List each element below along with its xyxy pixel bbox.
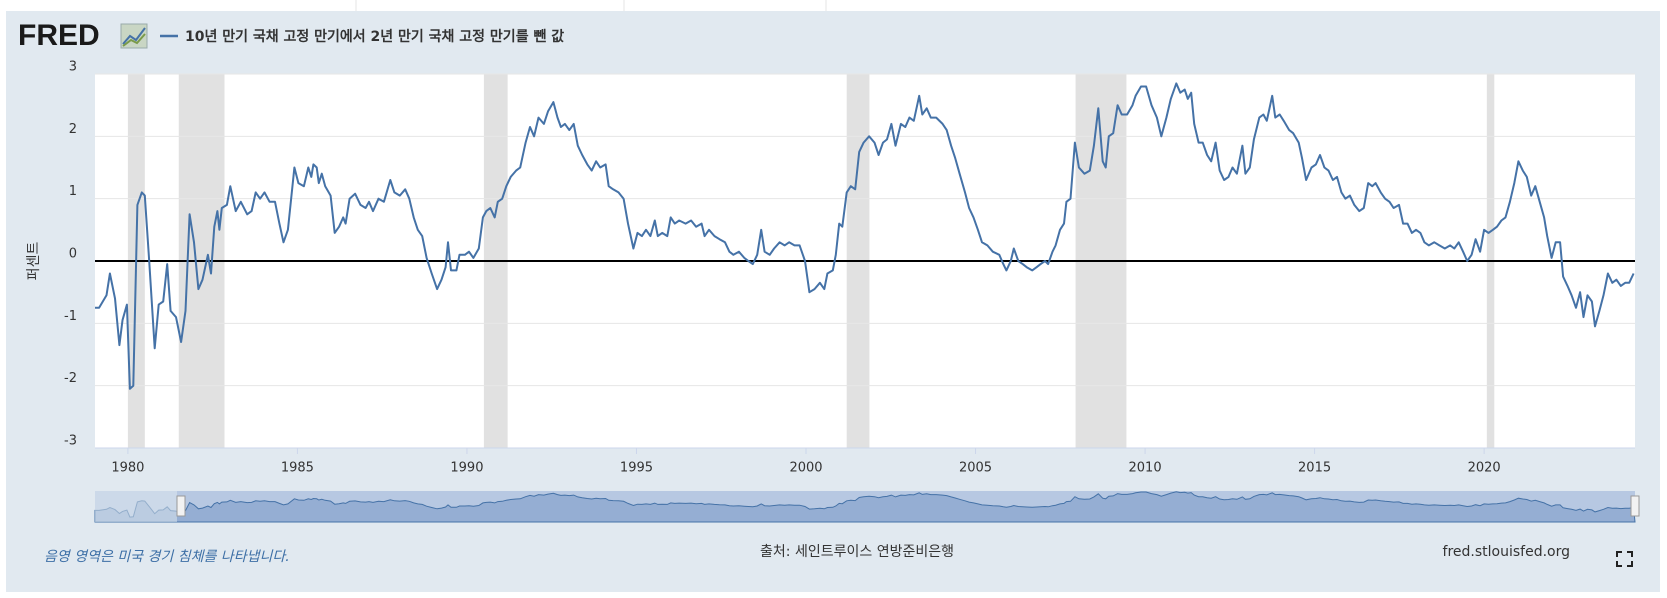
x-tick-label: 1990 [450,461,483,476]
x-tick-label: 2020 [1468,461,1501,476]
navigator-handle[interactable] [176,495,186,517]
fred-logo: FRED [18,19,100,52]
logo-icon [120,23,148,49]
series-line [95,82,1635,390]
source: 출처: 세인트루이스 연방준비은행 [760,544,954,560]
x-tick-label: 2000 [789,461,822,476]
y-tick-label: -1 [64,309,77,324]
x-tick-label: 2005 [959,461,992,476]
x-tick-label: 2015 [1298,461,1331,476]
navigator-line [94,491,1636,523]
x-tick-label: 1995 [620,461,653,476]
source-url[interactable]: fred.stlouisfed.org [1443,544,1570,560]
y-tick-label: 0 [69,247,77,262]
fullscreen-icon[interactable] [1616,551,1633,567]
y-tick-label: 2 [69,122,77,137]
legend-label[interactable]: 10년 만기 국채 고정 만기에서 2년 만기 국채 고정 만기를 뺀 값 [185,28,564,45]
plot [94,73,1640,523]
y-tick-label: 1 [69,184,77,199]
x-tick-label: 2010 [1129,461,1162,476]
y-tick-label: 3 [69,60,77,75]
y-tick-label: -2 [64,371,77,386]
navigator-mask [95,491,177,522]
y-tick-label: -3 [64,434,77,449]
recession-note: 음영 영역은 미국 경기 침체를 나타냅니다. [44,549,290,565]
x-tick-label: 1985 [281,461,314,476]
x-tick-label: 1980 [111,461,144,476]
navigator-handle[interactable] [1630,495,1640,517]
y-axis-label: 퍼센트 [26,242,42,281]
